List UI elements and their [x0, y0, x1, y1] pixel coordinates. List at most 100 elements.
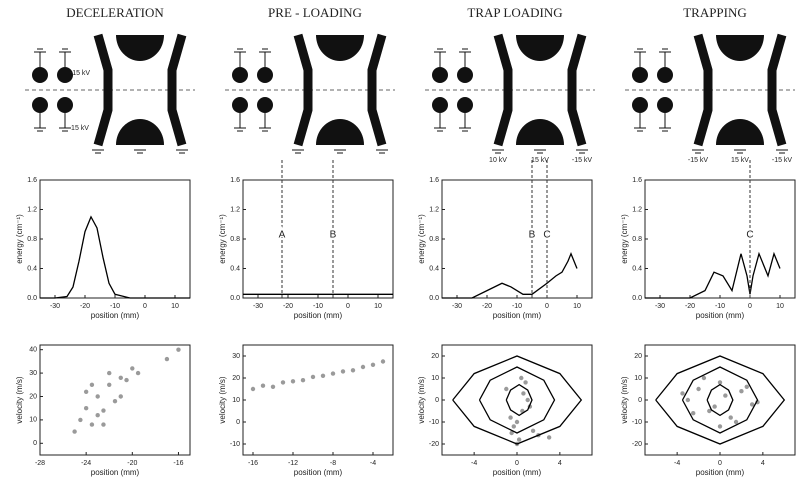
plot-frame: [644, 344, 796, 456]
electrode-ball: [32, 97, 48, 113]
y-axis-label: velocity (m/s): [620, 376, 629, 423]
x-tick-label: -8: [330, 460, 336, 467]
y-tick-label: 1.2: [230, 206, 240, 213]
voltage-label: -15 kV: [70, 70, 91, 77]
plot-frame: [242, 344, 394, 456]
point: [270, 384, 276, 389]
point: [107, 382, 112, 387]
y-tick-label: 0.4: [429, 265, 439, 272]
y-axis-label: velocity (m/s): [15, 376, 24, 423]
y-tick-label: 0.0: [429, 295, 439, 302]
x-tick-label: -16: [248, 460, 258, 467]
panel-title: PRE - LOADING: [268, 5, 362, 20]
x-tick-label: 0: [346, 303, 350, 310]
curve: [442, 252, 578, 299]
annotation-label: A: [279, 230, 286, 241]
point: [310, 374, 316, 380]
y-tick-label: 1.6: [230, 177, 240, 184]
y-tick-label: 0.8: [230, 236, 240, 243]
electrode-cap: [316, 119, 364, 145]
point: [523, 380, 528, 385]
x-tick-label: -30: [452, 303, 462, 310]
electrode-ball: [232, 97, 248, 113]
y-tick-label: 0.0: [632, 295, 642, 302]
y-tick-label: -20: [429, 441, 439, 448]
electrode-ball: [432, 67, 448, 83]
y-tick-label: 30: [232, 353, 240, 360]
electrode-ball: [432, 97, 448, 113]
x-tick-label: -20: [80, 303, 90, 310]
point: [521, 391, 526, 396]
voltage-label: 15 kV: [71, 125, 89, 132]
point: [712, 404, 717, 409]
annotation-label: C: [746, 230, 753, 241]
y-tick-label: 1.6: [429, 177, 439, 184]
y-tick-label: 1.2: [27, 206, 37, 213]
point: [130, 366, 135, 371]
panel-title: TRAPPING: [683, 5, 747, 20]
point: [83, 389, 89, 395]
point: [176, 347, 181, 352]
point: [739, 389, 744, 394]
point: [504, 386, 509, 392]
y-tick-label: 0: [33, 440, 37, 447]
point: [380, 359, 386, 364]
y-tick-label: -20: [632, 441, 642, 448]
y-tick-label: 10: [29, 417, 37, 424]
electrode-ball: [57, 97, 73, 113]
point: [250, 386, 256, 392]
x-tick-label: 0: [748, 303, 752, 310]
y-tick-label: -10: [632, 419, 642, 426]
x-tick-label: 0: [515, 460, 519, 467]
electrode-cap: [116, 119, 164, 145]
point: [696, 386, 701, 392]
point: [546, 435, 552, 440]
x-tick-label: -28: [35, 460, 45, 467]
y-axis-label: energy (cm⁻¹): [15, 214, 24, 264]
point: [89, 422, 95, 427]
x-tick-label: -30: [50, 303, 60, 310]
x-tick-label: 0: [545, 303, 549, 310]
y-tick-label: 0: [638, 397, 642, 404]
y-axis-label: energy (cm⁻¹): [417, 214, 426, 264]
y-tick-label: 40: [29, 347, 37, 354]
x-axis-label: position (mm): [696, 468, 745, 477]
curve: [655, 355, 786, 445]
point: [530, 428, 536, 433]
voltage-label: 15 kV: [531, 157, 549, 164]
electrode-rod: [167, 33, 187, 147]
y-tick-label: 0.8: [632, 236, 642, 243]
point: [509, 430, 514, 436]
x-tick-label: 0: [143, 303, 147, 310]
x-tick-label: -4: [370, 460, 376, 467]
curve: [452, 355, 583, 445]
x-tick-label: 10: [776, 303, 784, 310]
curve: [681, 366, 759, 434]
electrode-cap: [316, 35, 364, 61]
point: [135, 370, 141, 376]
plot-frame: [441, 179, 593, 299]
electrode-ball: [457, 67, 473, 83]
point: [728, 415, 733, 420]
plot-frame: [39, 344, 191, 456]
point: [300, 378, 306, 383]
voltage-label: -15 kV: [572, 157, 593, 164]
y-axis-label: velocity (m/s): [417, 376, 426, 423]
y-tick-label: 20: [431, 353, 439, 360]
y-tick-label: 20: [29, 393, 37, 400]
voltage-label: 10 kV: [489, 157, 507, 164]
curve: [40, 215, 190, 299]
electrode-rod: [567, 33, 587, 147]
point: [95, 413, 100, 418]
plot-frame: [441, 344, 593, 456]
point: [320, 373, 326, 378]
point: [280, 380, 286, 385]
electrode-rod: [293, 33, 313, 147]
point: [101, 422, 106, 427]
y-tick-label: 0: [435, 397, 439, 404]
electrode-ball: [32, 67, 48, 83]
point: [112, 398, 118, 404]
y-tick-label: 1.6: [27, 177, 37, 184]
electrode-ball: [257, 97, 273, 113]
x-tick-label: -10: [715, 303, 725, 310]
